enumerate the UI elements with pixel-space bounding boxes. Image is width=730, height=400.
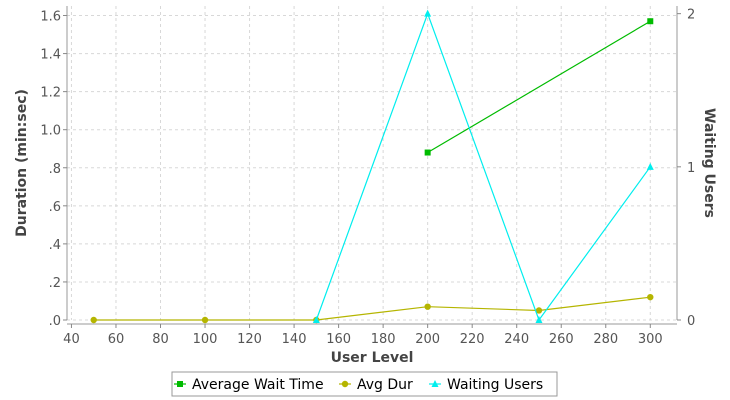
x-tick-label: 260	[549, 332, 574, 347]
x-tick-label: 140	[282, 332, 307, 347]
x-tick-label: 220	[460, 332, 485, 347]
x-tick-label: 80	[152, 332, 169, 347]
y-left-tick-label: .0	[49, 314, 61, 329]
x-tick-label: 240	[504, 332, 529, 347]
y-left-tick-label: 1.2	[40, 86, 61, 101]
legend-marker	[431, 380, 439, 387]
legend-label: Avg Dur	[357, 377, 413, 393]
x-tick-label: 300	[638, 332, 663, 347]
series-line-average-wait-time	[427, 20, 651, 154]
y-right-tick-label: 0	[687, 314, 695, 329]
y-left-tick-label: .2	[49, 276, 61, 291]
x-tick-label: 280	[593, 332, 618, 347]
axes	[63, 6, 681, 328]
y-left-tick-label: 1.6	[40, 10, 61, 25]
x-tick-label: 60	[108, 332, 125, 347]
series-waiting-users	[312, 9, 654, 323]
grid	[67, 6, 677, 321]
legend-marker	[177, 381, 183, 387]
series-average-wait-time	[424, 18, 654, 156]
y-axis-right-title: Waiting Users	[701, 108, 717, 218]
legend-label: Average Wait Time	[192, 377, 324, 393]
data-point-avg-dur	[201, 316, 209, 324]
x-tick-label: 120	[237, 332, 262, 347]
y-right-tick-label: 1	[687, 161, 695, 176]
data-point-avg-dur	[535, 307, 543, 314]
x-tick-label: 200	[415, 332, 440, 347]
data-point-waiting-users	[312, 316, 320, 323]
x-tick-label: 180	[371, 332, 396, 347]
y-left-tick-label: .8	[49, 162, 61, 177]
data-point-waiting-users	[424, 9, 432, 17]
legend-label: Waiting Users	[447, 377, 543, 393]
x-tick-label: 100	[193, 332, 218, 347]
series-layer	[90, 9, 654, 324]
series-line-waiting-users	[315, 11, 651, 322]
series-avg-dur	[90, 293, 654, 324]
y-right-tick-label: 2	[687, 8, 695, 23]
y-axis-left-title: Duration (min:sec)	[14, 89, 30, 237]
legend-item-waiting-users: Waiting Users	[429, 377, 543, 393]
y-left-tick-label: .4	[49, 238, 61, 253]
data-point-waiting-users	[535, 316, 543, 323]
data-point-avg-dur	[90, 316, 97, 324]
data-point-avg-dur	[647, 293, 654, 301]
x-tick-label: 160	[326, 332, 351, 347]
data-point-waiting-users	[646, 162, 654, 170]
legend-box	[171, 371, 558, 397]
data-point-average-wait-time	[647, 18, 654, 25]
y-left-tick-label: 1.4	[40, 48, 61, 63]
legend: Average Wait Time Avg Dur Waiting Users	[171, 371, 558, 397]
plot-area	[67, 6, 677, 320]
y-left-tick-label: 1.0	[40, 124, 61, 139]
x-tick-label: 40	[63, 332, 80, 347]
x-axis-title: User Level	[331, 350, 414, 366]
tick-labels: 40 60 80 100 120 140 160 180 200 220 240 260 280 300.…	[40, 8, 695, 347]
legend-item-average-wait-time: Average Wait Time	[174, 377, 324, 393]
data-point-average-wait-time	[424, 149, 431, 156]
legend-marker	[341, 380, 349, 388]
legend-item-avg-dur: Avg Dur	[339, 377, 413, 393]
y-left-tick-label: .6	[49, 200, 61, 215]
series-line-avg-dur	[93, 296, 651, 321]
data-point-avg-dur	[424, 303, 431, 310]
